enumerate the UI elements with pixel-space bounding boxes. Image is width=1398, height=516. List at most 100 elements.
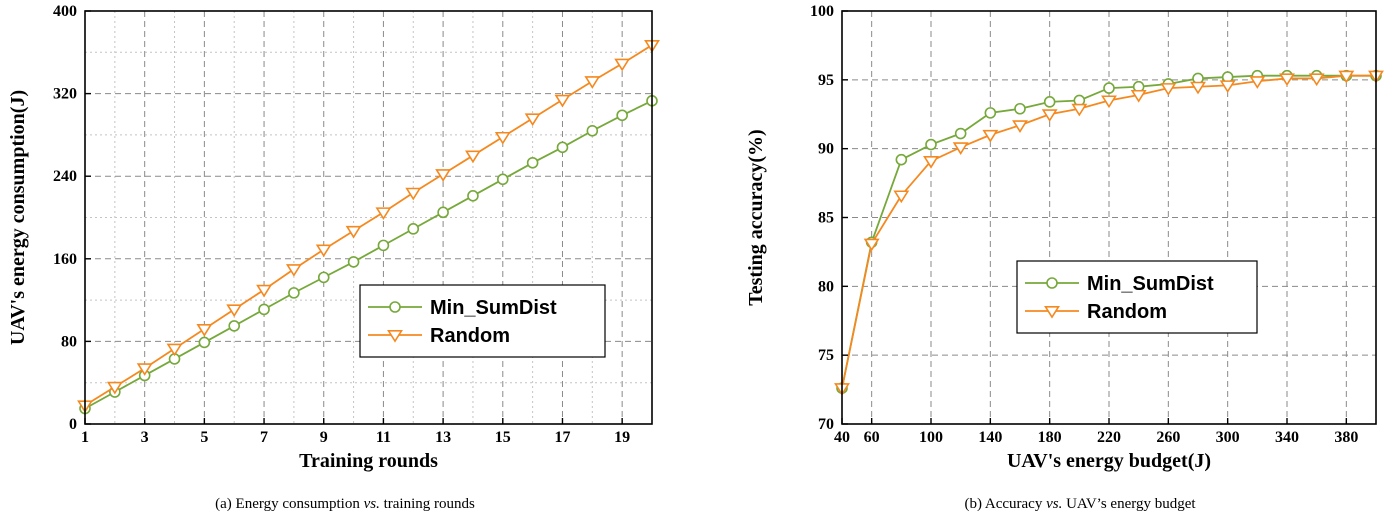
data-point-a-0-5	[228, 320, 241, 332]
data-point-b-1-7	[1041, 109, 1058, 122]
x-tick-label-b-4: 180	[1038, 429, 1062, 446]
y-tick-label-a-1: 80	[61, 333, 77, 350]
data-point-b-0-2	[895, 153, 908, 166]
data-point-b-1-13	[1219, 80, 1236, 94]
data-point-a-0-15	[526, 156, 539, 169]
data-point-b-1-11	[1160, 83, 1177, 96]
x-tick-label-b-7: 300	[1216, 429, 1240, 446]
data-point-a-1-13	[465, 150, 481, 164]
data-point-b-1-5	[982, 129, 999, 143]
x-tick-label-b-9: 380	[1334, 429, 1358, 446]
y-tick-label-a-0: 0	[69, 416, 77, 433]
x-tick-label-b-8: 340	[1275, 429, 1299, 446]
x-tick-label-a-3: 7	[260, 429, 268, 446]
data-point-a-0-7	[288, 287, 300, 299]
legend-item-a-1: Random	[368, 325, 510, 347]
data-point-a-0-16	[556, 141, 569, 154]
series-a-1	[77, 40, 660, 414]
y-tick-label-a-5: 400	[53, 3, 77, 20]
data-point-a-0-11	[407, 223, 420, 235]
data-point-b-1-9	[1101, 95, 1117, 109]
data-point-b-1-14	[1249, 76, 1266, 89]
data-point-a-1-2	[136, 363, 153, 376]
data-point-b-1-10	[1130, 89, 1147, 103]
plot-frame-a	[84, 10, 653, 425]
data-point-a-1-14	[494, 131, 511, 145]
x-tick-label-a-0: 1	[81, 429, 89, 446]
legend-box-a	[359, 284, 606, 358]
data-point-a-1-17	[584, 76, 601, 89]
legend-b: Min_SumDist Random	[1016, 260, 1258, 334]
legend-item-b-0: Min_SumDist	[1025, 273, 1214, 295]
caption-a: (a) Energy consumption vs. training roun…	[215, 496, 475, 512]
x-tick-label-b-0: 40	[834, 429, 850, 446]
x-tick-label-b-5: 220	[1097, 429, 1121, 446]
x-tick-label-b-6: 260	[1156, 429, 1180, 446]
x-tick-label-b-2: 100	[919, 429, 943, 446]
x-tick-label-a-8: 17	[554, 429, 570, 446]
data-point-b-0-6	[1014, 102, 1026, 115]
data-point-a-0-10	[377, 239, 390, 252]
caption-a-part-1: (a) Energy consumption	[215, 496, 363, 512]
y-tick-label-b-4: 90	[818, 141, 834, 158]
data-point-b-1-16	[1308, 73, 1325, 87]
data-point-a-0-9	[347, 256, 360, 268]
data-point-a-1-7	[285, 264, 302, 277]
legend-marker-b-1	[1044, 305, 1060, 319]
legend-marker-a-1	[387, 329, 403, 343]
data-point-a-0-13	[467, 190, 479, 202]
data-point-a-1-4	[196, 323, 213, 337]
legend-marker-a-0	[389, 301, 401, 313]
x-axis-title-b: UAV's energy budget(J)	[1007, 450, 1211, 472]
data-point-a-1-16	[554, 94, 571, 108]
data-point-b-1-4	[952, 142, 969, 155]
y-tick-label-b-3: 85	[818, 210, 834, 227]
caption-b-part-2: vs.	[1046, 496, 1062, 512]
x-axis-title-a: Training rounds	[299, 450, 438, 472]
data-point-b-1-6	[1012, 120, 1028, 133]
legend-item-a-0: Min_SumDist	[368, 297, 557, 319]
legend-label-a-1: Random	[430, 325, 510, 347]
series-b-1	[834, 70, 1384, 396]
y-tick-label-b-1: 75	[818, 347, 834, 364]
y-tick-label-b-2: 80	[818, 278, 834, 295]
data-point-a-1-10	[375, 207, 392, 221]
data-point-b-1-1	[863, 238, 880, 252]
data-point-a-0-6	[258, 303, 270, 316]
caption-a-part-2: vs.	[364, 496, 380, 512]
data-point-a-1-3	[166, 343, 183, 357]
legend-label-b-1: Random	[1087, 301, 1167, 323]
data-point-a-1-8	[315, 244, 332, 258]
data-point-b-1-15	[1279, 73, 1295, 87]
series-layer-a	[77, 40, 660, 415]
legend-a: Min_SumDist Random	[359, 284, 606, 358]
y-tick-label-a-4: 320	[53, 86, 77, 103]
data-point-a-0-18	[616, 109, 628, 122]
x-tick-label-a-6: 13	[435, 429, 451, 446]
y-axis-title-a: UAV's energy consumption(J)	[7, 90, 29, 345]
data-point-a-1-12	[435, 169, 452, 182]
y-axis-title-b: Testing accuracy(%)	[745, 129, 767, 305]
series-a-0	[79, 95, 658, 415]
caption-b-part-1: (b) Accuracy	[964, 496, 1046, 512]
y-tick-label-a-2: 160	[53, 251, 77, 268]
data-point-b-1-3	[923, 156, 939, 169]
legend-box-b	[1016, 260, 1258, 334]
data-point-b-1-2	[893, 190, 910, 204]
x-tick-label-a-9: 19	[614, 429, 630, 446]
caption-b-part-3: UAV’s energy budget	[1062, 496, 1196, 512]
legend-marker-b-0	[1046, 277, 1058, 289]
legend-item-b-1: Random	[1025, 301, 1167, 323]
legend-label-b-0: Min_SumDist	[1087, 273, 1214, 295]
data-point-a-1-18	[614, 58, 631, 72]
chart-accuracy-vs-budget: 40 60 100 140 180 220 260 300 340 380 70 75 80 85 90 95…	[745, 3, 1384, 512]
caption-b: (b) Accuracy vs. UAV’s energy budget	[964, 496, 1196, 512]
data-point-b-0-3	[925, 138, 937, 151]
data-point-b-1-12	[1190, 81, 1206, 95]
data-point-b-0-7	[1043, 96, 1056, 108]
y-tick-label-b-0: 70	[818, 416, 834, 433]
data-point-a-0-17	[586, 124, 599, 137]
x-tick-label-b-1: 60	[864, 429, 880, 446]
